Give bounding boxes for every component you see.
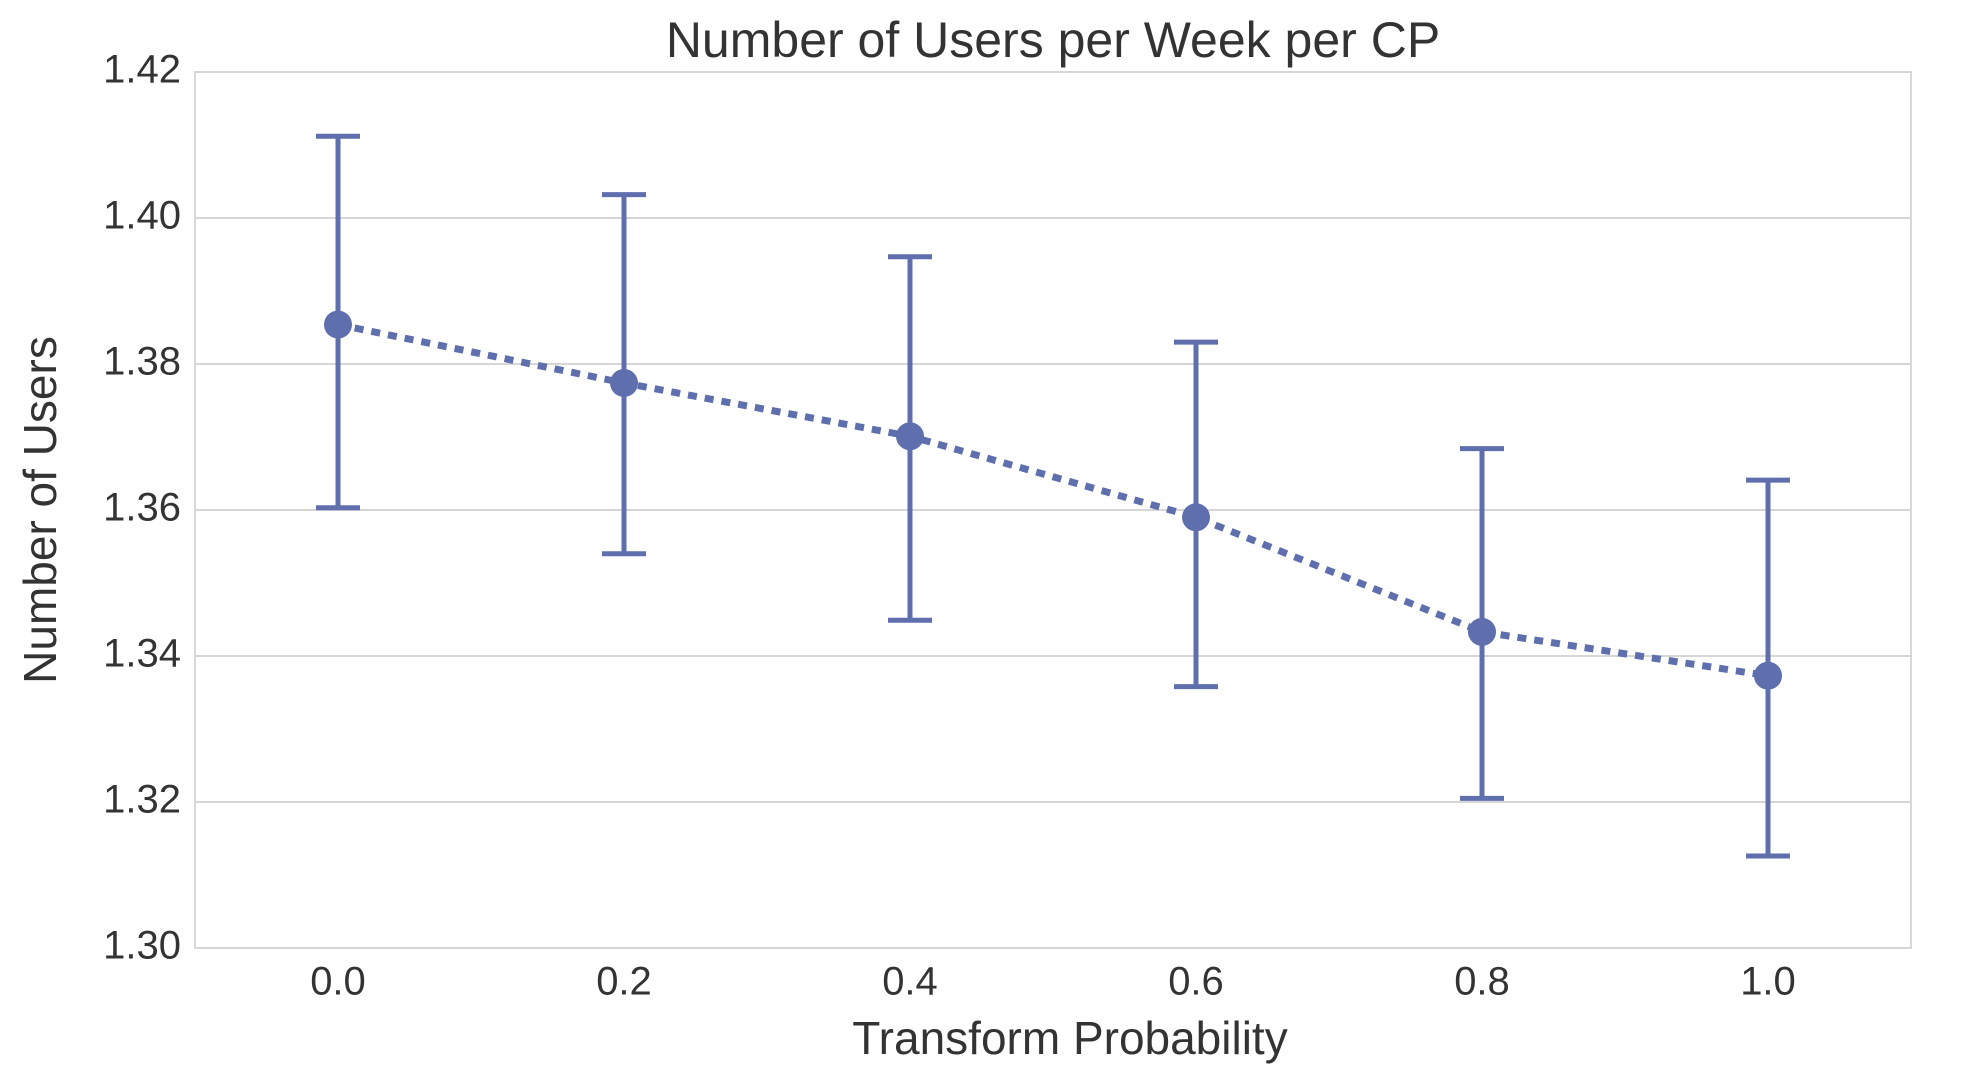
x-tick-label: 0.2 [596,960,652,1004]
point [324,310,352,339]
y-tick-label: 1.34 [103,632,181,676]
line [337,321,1769,680]
point [1754,661,1782,690]
x-axis-label: Transform Probability [852,1012,1287,1064]
x-tick-label: 0.6 [1168,960,1224,1004]
x-tick-label: 0.0 [310,960,366,1004]
y-tick-label: 1.38 [103,340,181,384]
x-tick-label: 0.8 [1454,960,1510,1004]
y-tick-label: 1.30 [103,924,181,968]
point [896,422,924,451]
point [1182,503,1210,532]
y-tick-label: 1.32 [103,778,181,822]
x-tick-label: 0.4 [882,960,938,1004]
y-axis-label: Number of Users [14,336,66,684]
point [610,368,638,397]
x-tick-label: 1.0 [1740,960,1796,1004]
y-tick-label: 1.36 [103,486,181,530]
chart-title: Number of Users per Week per CP [666,12,1440,68]
y-tick-label: 1.40 [103,194,181,238]
y-tick-label: 1.42 [103,48,181,92]
point [1468,617,1496,646]
